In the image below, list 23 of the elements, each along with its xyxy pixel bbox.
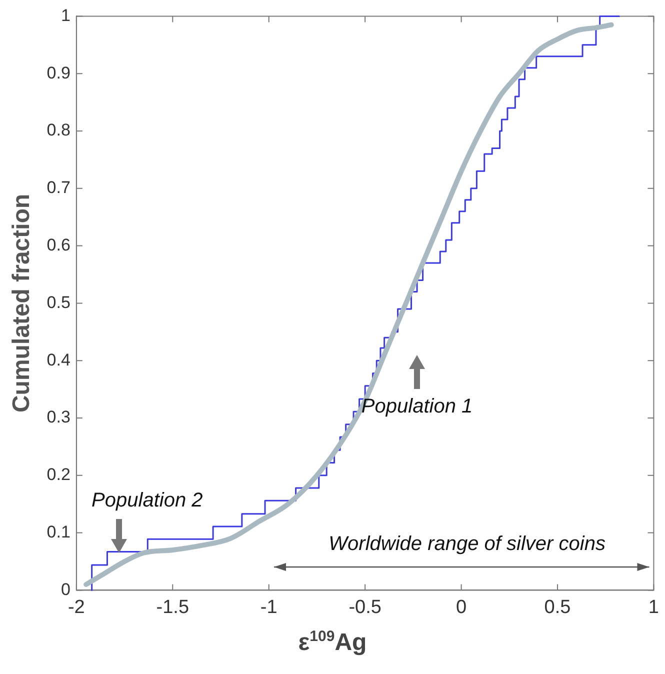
y-tick-label: 0 <box>60 580 70 599</box>
y-tick-label: 0.5 <box>46 292 70 312</box>
y-tick-label: 0.3 <box>46 408 70 427</box>
x-tick-label: 1 <box>648 596 660 618</box>
y-tick-label: 0.7 <box>46 178 70 198</box>
x-tick-label: 0.5 <box>544 596 571 618</box>
x-tick-label: -2 <box>68 596 85 618</box>
y-tick-label: 0.2 <box>46 465 70 484</box>
y-tick-label: 0.8 <box>46 120 70 140</box>
x-tick-label: -0.5 <box>348 596 382 618</box>
y-tick-label: 0.9 <box>46 63 70 82</box>
annotation: Population 1 <box>361 395 473 418</box>
annotation: Population 2 <box>92 489 203 512</box>
x-axis-title: ε$^{109}$Ag <box>297 628 368 657</box>
annotation: Worldwide range of silver coins <box>328 532 606 555</box>
y-tick-label: 1 <box>60 6 70 25</box>
y-tick-label: 0.4 <box>46 350 70 370</box>
x-tick-label: -1.5 <box>156 596 190 618</box>
y-axis-title: Cumulated fraction <box>8 194 36 413</box>
y-tick-label: 0.1 <box>46 522 70 542</box>
x-tick-label: -1 <box>260 596 278 618</box>
x-tick-label: 0 <box>456 596 467 618</box>
y-tick-label: 0.6 <box>46 235 70 254</box>
